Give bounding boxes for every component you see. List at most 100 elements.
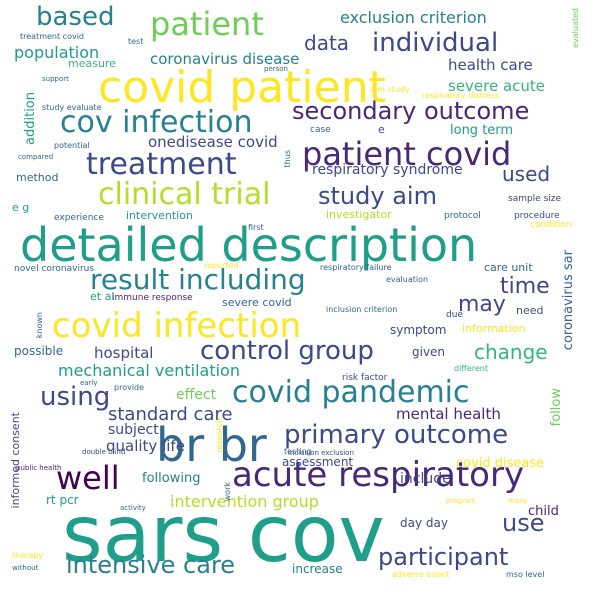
word-provide: provide: [114, 383, 145, 392]
word-respiratory-syndrome: respiratory syndrome: [312, 162, 463, 178]
word-novel-coronavirus: novel coronavirus: [14, 264, 95, 274]
word-reported: reported: [204, 261, 239, 270]
word-respiratory-distress: respiratory distress: [422, 91, 500, 100]
word-used: used: [502, 162, 551, 186]
word-may: may: [458, 292, 506, 317]
word-acute-respiratory: acute respiratory: [232, 455, 525, 495]
word-time: time: [500, 274, 550, 299]
word-evaluated: evaluated: [571, 8, 580, 48]
word-hospital: hospital: [94, 344, 154, 362]
word-informed-consent: informed consent: [9, 412, 22, 509]
word-mso-level: mso level: [506, 570, 545, 579]
word-cov-infection: cov infection: [60, 105, 253, 140]
word-coronavirus-disease: coronavirus disease: [150, 50, 300, 68]
word-patient: patient: [150, 5, 264, 43]
word-include: include: [400, 471, 451, 487]
word-respiratory-failure: respiratory failure: [320, 263, 392, 272]
word-therapy: therapy: [12, 551, 44, 560]
word-secondary-outcome: secondary outcome: [292, 97, 530, 125]
word-method: method: [16, 171, 59, 184]
word-known: known: [35, 312, 44, 339]
word-measure: measure: [68, 57, 116, 70]
word-given: given: [412, 345, 446, 359]
word-severe-acute: severe acute: [448, 77, 546, 95]
word-adverse-event: adverse event: [392, 570, 450, 579]
word-data: data: [304, 31, 350, 55]
word-sample-size: sample size: [508, 194, 562, 204]
word-following: following: [142, 471, 201, 486]
word-support: support: [42, 75, 69, 83]
word-population: population: [14, 43, 100, 62]
word-covid-infection-main: covid infection: [52, 306, 302, 346]
word-onedisease-covid: onedisease covid: [148, 133, 278, 151]
word-case: case: [310, 125, 331, 135]
word-information: information: [462, 322, 526, 335]
word-compared: compared: [18, 153, 54, 161]
word-quality-life: quality life: [106, 437, 185, 455]
word-study-aim: study aim: [318, 182, 437, 210]
word-result-including: result including: [90, 263, 306, 296]
word-using: using: [40, 382, 111, 412]
word-early: early: [80, 379, 98, 387]
word-inclusion-exclusion: inclusion exclusion: [288, 449, 354, 457]
word-coronavirus-sar: coronavirus sar: [561, 250, 576, 351]
word-exclusion-criterion: exclusion criterion: [340, 8, 487, 27]
word-immune-response: immune response: [112, 293, 193, 303]
word-double-blind: double blind: [82, 448, 126, 456]
word-day-day: day day: [400, 516, 448, 530]
word-clinical-trial: clinical trial: [98, 177, 271, 212]
word-testing: testing: [284, 447, 312, 456]
word-change: change: [474, 340, 548, 364]
word-addition: addition: [23, 92, 38, 145]
word-many: many: [508, 497, 528, 505]
word-detailed-description: detailed description: [20, 218, 478, 272]
word-covid-patient: covid patient: [98, 62, 386, 113]
word-care-unit: care unit: [484, 261, 533, 274]
word-procedure: procedure: [514, 211, 560, 221]
word-test: test: [128, 37, 144, 46]
word-treatment: treatment: [86, 147, 237, 182]
word-follow: follow: [549, 388, 564, 427]
word-due: due: [446, 310, 463, 320]
word-investigator: investigator: [326, 208, 392, 221]
word-person: person: [264, 65, 288, 73]
word-public-health: public health: [16, 464, 62, 472]
word-research: research: [215, 418, 224, 453]
word-long-term: long term: [450, 123, 514, 138]
word-assessment: assessment: [282, 455, 354, 469]
word-symptom: symptom: [390, 323, 447, 337]
word-condition: condition: [530, 220, 572, 230]
word-intervention-group: intervention group: [170, 492, 319, 511]
word-health-care: health care: [448, 56, 533, 74]
word-based: based: [36, 2, 115, 32]
word-use: use: [502, 509, 545, 537]
word-mechanical-ventilation: mechanical ventilation: [58, 361, 240, 380]
word-standard-care: standard care: [108, 404, 233, 425]
word-treatment-covid: treatment covid: [20, 32, 85, 41]
word-protocol: protocol: [444, 211, 481, 221]
word-activity: activity: [120, 504, 146, 512]
word-well: well: [56, 459, 120, 497]
word-primary-outcome: primary outcome: [284, 420, 509, 450]
word-program: program: [446, 497, 476, 505]
word-potential: potential: [54, 141, 90, 150]
word-effect: effect: [176, 387, 217, 403]
word-thus: thus: [283, 150, 292, 168]
word-study-evaluate: study evaluate: [42, 103, 102, 112]
word-different: different: [454, 364, 488, 373]
word-individual: individual: [372, 28, 499, 58]
word-possible: possible: [14, 344, 64, 358]
word-e: e: [378, 123, 385, 136]
word-risk-factor: risk factor: [342, 373, 388, 383]
word-sars-cov: sars cov: [62, 490, 385, 580]
word-br-br: br br: [156, 418, 267, 472]
word-participant: participant: [378, 543, 509, 571]
word-mental-health: mental health: [396, 405, 501, 423]
word-need: need: [516, 304, 544, 317]
word-rt-pcr: rt pcr: [46, 493, 79, 507]
word-first: first: [248, 223, 264, 232]
word-covid-pandemic: covid pandemic: [232, 375, 470, 410]
word-child: child: [528, 504, 559, 519]
word-et-al: et al: [90, 290, 115, 303]
